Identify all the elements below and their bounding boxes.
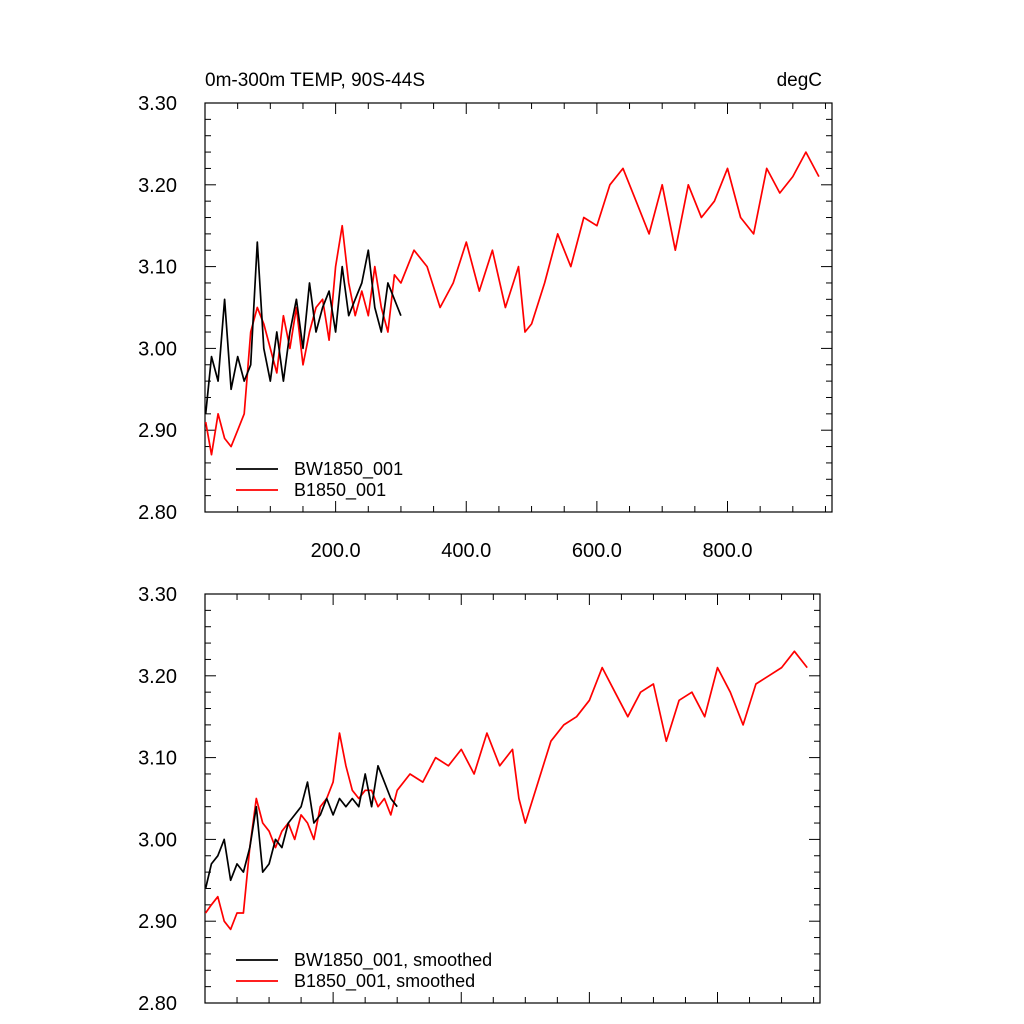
legend-label: B1850_001 xyxy=(294,480,386,501)
y-tick-label: 2.90 xyxy=(138,420,177,442)
bottom-panel: 2.80 2.90 3.00 3.10 3.20 3.30 BW1850_001, smoo… xyxy=(138,584,821,1015)
x-tick-label: 600.0 xyxy=(572,540,622,562)
x-tick-label: 200.0 xyxy=(311,540,361,562)
y-tick-label: 2.80 xyxy=(138,993,177,1015)
y-tick-label: 3.00 xyxy=(138,338,177,360)
chart-title: 0m-300m TEMP, 90S-44S xyxy=(205,70,425,91)
series-line xyxy=(204,241,402,414)
legend-label: BW1850_001 xyxy=(294,459,403,480)
y-tick-label: 2.90 xyxy=(138,911,177,933)
y-tick-label: 3.20 xyxy=(138,175,177,197)
x-tick-label: 800.0 xyxy=(702,540,752,562)
y-tick-label: 3.20 xyxy=(138,666,177,688)
units-label: degC xyxy=(777,70,822,91)
legend-label: B1850_001, smoothed xyxy=(294,971,475,992)
y-tick-label: 2.80 xyxy=(138,502,177,524)
y-tick-label: 3.00 xyxy=(138,829,177,851)
x-tick-label: 400.0 xyxy=(441,540,491,562)
y-tick-label: 3.10 xyxy=(138,257,177,279)
y-tick-label: 3.30 xyxy=(138,584,177,606)
legend-label: BW1850_001, smoothed xyxy=(294,950,492,971)
series-line xyxy=(204,764,398,889)
y-tick-label: 3.30 xyxy=(138,93,177,115)
y-tick-label: 3.10 xyxy=(138,748,177,770)
top-panel: 2.80 2.90 3.00 3.10 3.20 3.30 200.0 400.0 600.0 8… xyxy=(138,70,833,562)
plot-frame xyxy=(204,593,821,1004)
series-line xyxy=(204,650,808,931)
plot-frame xyxy=(204,102,833,513)
